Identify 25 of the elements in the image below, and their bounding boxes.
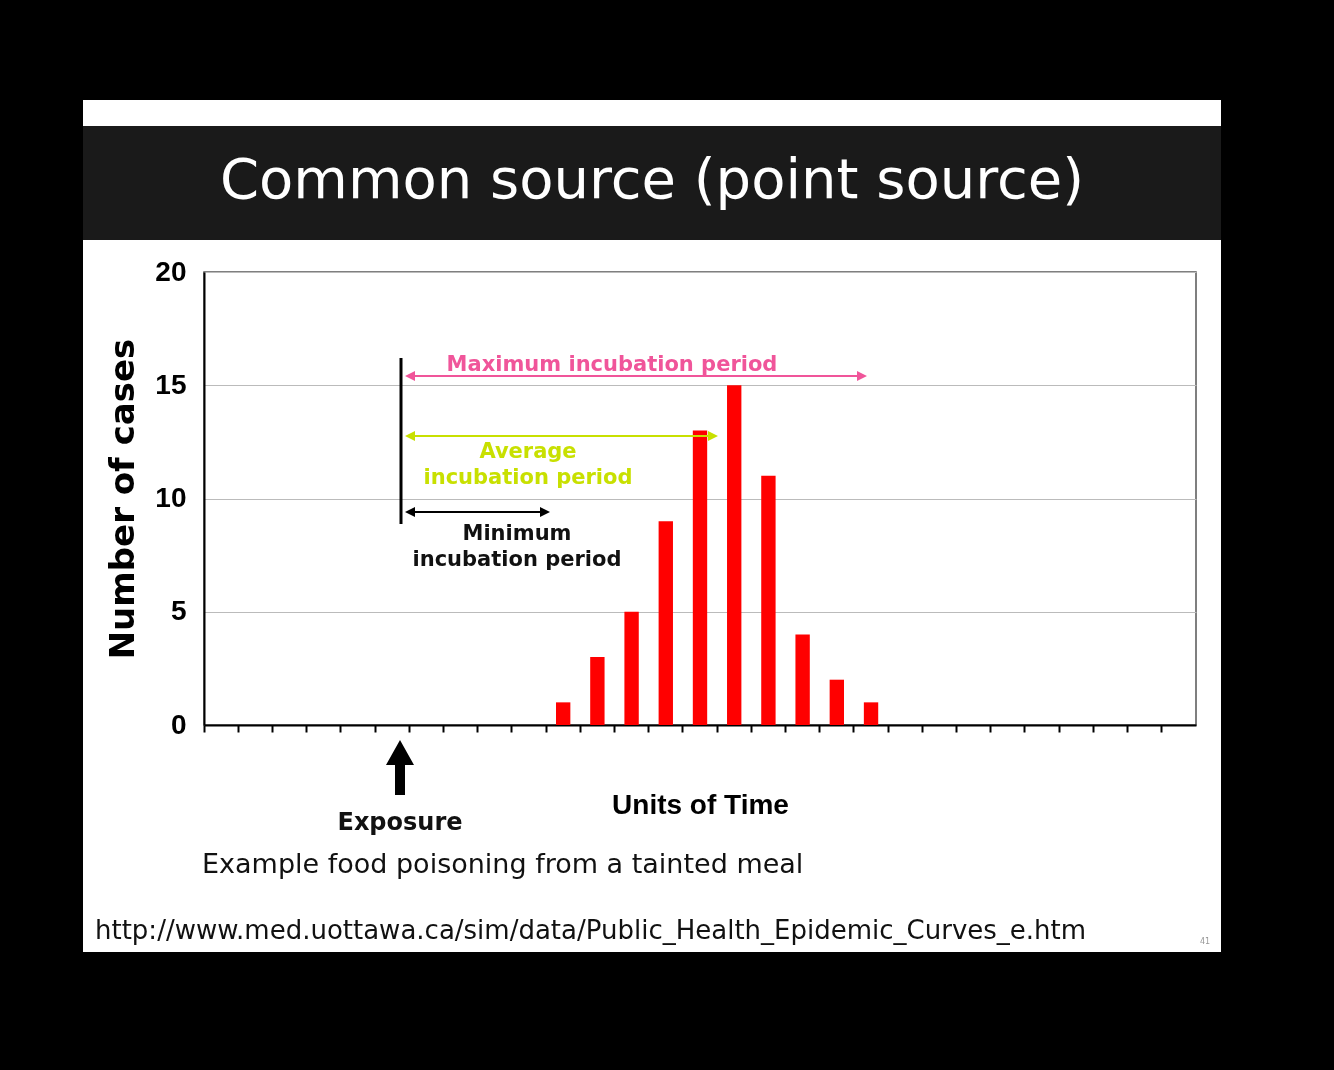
- bar: [590, 657, 605, 725]
- y-tick-label: 20: [155, 255, 187, 287]
- chart-title: Common source (point source): [218, 146, 1086, 211]
- annotation: Average incubation period: [422, 438, 634, 490]
- bar: [829, 679, 845, 725]
- y-tick-label: 5: [170, 595, 187, 627]
- annotation: Minimum incubation period: [411, 520, 623, 572]
- x-axis-title: Units of Time: [612, 788, 789, 820]
- text: 41: [1200, 937, 1211, 946]
- y-tick-label: 15: [155, 368, 187, 400]
- annotation: Maximum incubation period: [446, 352, 778, 376]
- bar: [692, 430, 708, 725]
- bar: [727, 385, 742, 725]
- text: Example food poisoning from a tainted meal: [202, 848, 804, 879]
- text: http://www.med.uottawa.ca/sim/data/Public_Health_Epidemic_Curves_e.htm: [95, 915, 1087, 945]
- bar: [795, 634, 810, 725]
- y-tick-label: 0: [170, 708, 187, 740]
- bar: [555, 702, 571, 725]
- y-tick-label: 10: [155, 482, 187, 513]
- bar: [624, 611, 639, 725]
- text: Exposure: [337, 808, 463, 836]
- bar: [863, 702, 879, 725]
- bar: [658, 521, 673, 725]
- bar: [761, 475, 776, 725]
- y-axis-title: Number of cases: [102, 338, 143, 660]
